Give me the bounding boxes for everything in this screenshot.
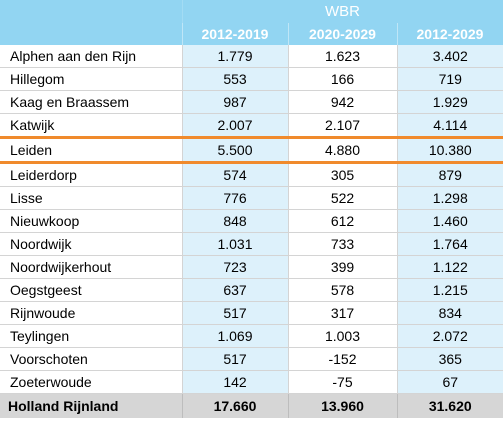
value-cell: 574 <box>182 162 289 187</box>
value-cell: 776 <box>182 186 289 210</box>
housing-table: WBR 2012-2019 2020-2029 2012-2029 Alphen… <box>0 0 503 418</box>
table-body: Alphen aan den Rijn 1.779 1.623 3.402 Hilleg… <box>0 45 503 394</box>
table-row: Rijnwoude 517 317 834 <box>0 301 503 325</box>
municipality-name: Voorschoten <box>0 347 183 371</box>
header-period-row: 2012-2019 2020-2029 2012-2029 <box>0 23 503 45</box>
value-cell: 522 <box>288 186 398 210</box>
column-header: 2020-2029 <box>288 23 398 45</box>
value-cell: 1.122 <box>397 255 503 279</box>
value-cell: 1.069 <box>182 324 289 348</box>
header-name-cell <box>0 23 183 45</box>
total-value: 17.660 <box>182 393 289 418</box>
municipality-name: Noordwijkerhout <box>0 255 183 279</box>
column-header: 2012-2019 <box>182 23 289 45</box>
value-cell: 1.298 <box>397 186 503 210</box>
value-cell: 4.114 <box>397 113 503 138</box>
group-header-wbr: WBR <box>182 0 503 23</box>
municipality-name: Zoeterwoude <box>0 370 183 394</box>
value-cell: 517 <box>182 301 289 325</box>
municipality-name: Alphen aan den Rijn <box>0 45 183 68</box>
municipality-name: Kaag en Braassem <box>0 90 183 114</box>
table-row: Zoeterwoude 142 -75 67 <box>0 370 503 394</box>
value-cell: 834 <box>397 301 503 325</box>
value-cell: 637 <box>182 278 289 302</box>
value-cell: 10.380 <box>397 136 503 164</box>
value-cell: 733 <box>288 232 398 256</box>
value-cell: 1.460 <box>397 209 503 233</box>
table-row: Katwijk 2.007 2.107 4.114 <box>0 113 503 138</box>
table-row: Leiden 5.500 4.880 10.380 <box>0 136 503 164</box>
value-cell: 4.880 <box>288 136 398 164</box>
municipality-name: Nieuwkoop <box>0 209 183 233</box>
table-row: Hillegom 553 166 719 <box>0 67 503 91</box>
header-blank-cell <box>0 0 183 23</box>
value-cell: 578 <box>288 278 398 302</box>
value-cell: 3.402 <box>397 45 503 68</box>
value-cell: 848 <box>182 209 289 233</box>
value-cell: 553 <box>182 67 289 91</box>
total-value: 31.620 <box>397 393 503 418</box>
value-cell: 612 <box>288 209 398 233</box>
value-cell: 317 <box>288 301 398 325</box>
municipality-name: Leiden <box>0 136 183 164</box>
value-cell: 987 <box>182 90 289 114</box>
table-footer: Holland Rijnland 17.660 13.960 31.620 <box>0 393 503 418</box>
table-row: Oegstgeest 637 578 1.215 <box>0 278 503 302</box>
value-cell: 1.003 <box>288 324 398 348</box>
value-cell: 517 <box>182 347 289 371</box>
value-cell: 5.500 <box>182 136 289 164</box>
value-cell: 1.779 <box>182 45 289 68</box>
value-cell: -152 <box>288 347 398 371</box>
value-cell: 1.031 <box>182 232 289 256</box>
header-group-row: WBR <box>0 0 503 23</box>
value-cell: 399 <box>288 255 398 279</box>
value-cell: 1.215 <box>397 278 503 302</box>
value-cell: 2.072 <box>397 324 503 348</box>
value-cell: 719 <box>397 67 503 91</box>
table-row: Noordwijk 1.031 733 1.764 <box>0 232 503 256</box>
total-row: Holland Rijnland 17.660 13.960 31.620 <box>0 393 503 418</box>
municipality-name: Rijnwoude <box>0 301 183 325</box>
column-header: 2012-2029 <box>397 23 503 45</box>
value-cell: 365 <box>397 347 503 371</box>
municipality-name: Lisse <box>0 186 183 210</box>
value-cell: 1.929 <box>397 90 503 114</box>
total-value: 13.960 <box>288 393 398 418</box>
table-row: Noordwijkerhout 723 399 1.122 <box>0 255 503 279</box>
table-row: Teylingen 1.069 1.003 2.072 <box>0 324 503 348</box>
municipality-name: Hillegom <box>0 67 183 91</box>
table-row: Leiderdorp 574 305 879 <box>0 162 503 187</box>
table-row: Nieuwkoop 848 612 1.460 <box>0 209 503 233</box>
municipality-name: Oegstgeest <box>0 278 183 302</box>
value-cell: 67 <box>397 370 503 394</box>
table-row: Voorschoten 517 -152 365 <box>0 347 503 371</box>
value-cell: 879 <box>397 162 503 187</box>
municipality-name: Teylingen <box>0 324 183 348</box>
value-cell: 2.007 <box>182 113 289 138</box>
value-cell: 166 <box>288 67 398 91</box>
value-cell: -75 <box>288 370 398 394</box>
table-row: Kaag en Braassem 987 942 1.929 <box>0 90 503 114</box>
total-name: Holland Rijnland <box>0 393 183 418</box>
value-cell: 1.623 <box>288 45 398 68</box>
municipality-name: Leiderdorp <box>0 162 183 187</box>
value-cell: 723 <box>182 255 289 279</box>
municipality-name: Noordwijk <box>0 232 183 256</box>
table-row: Lisse 776 522 1.298 <box>0 186 503 210</box>
value-cell: 942 <box>288 90 398 114</box>
municipality-name: Katwijk <box>0 113 183 138</box>
value-cell: 305 <box>288 162 398 187</box>
table-row: Alphen aan den Rijn 1.779 1.623 3.402 <box>0 45 503 68</box>
value-cell: 1.764 <box>397 232 503 256</box>
table-header: WBR 2012-2019 2020-2029 2012-2029 <box>0 0 503 45</box>
value-cell: 142 <box>182 370 289 394</box>
value-cell: 2.107 <box>288 113 398 138</box>
